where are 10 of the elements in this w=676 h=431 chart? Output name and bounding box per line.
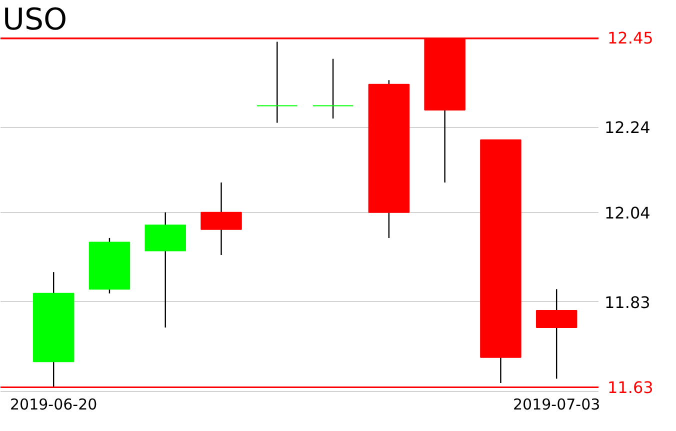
y-tick-label: 12.04 (604, 203, 650, 222)
y-tick-label: 11.83 (604, 292, 650, 312)
ref-line-label: 11.63 (608, 378, 654, 398)
candlestick (312, 58, 354, 120)
x-tick-label: 2019-06-20 (10, 396, 98, 414)
y-tick-label: 12.24 (604, 118, 650, 138)
chart-title: USO (2, 2, 68, 38)
candlestick (256, 41, 298, 124)
ref-line-label: 12.45 (608, 28, 654, 48)
x-tick-label: 2019-07-03 (513, 396, 600, 414)
